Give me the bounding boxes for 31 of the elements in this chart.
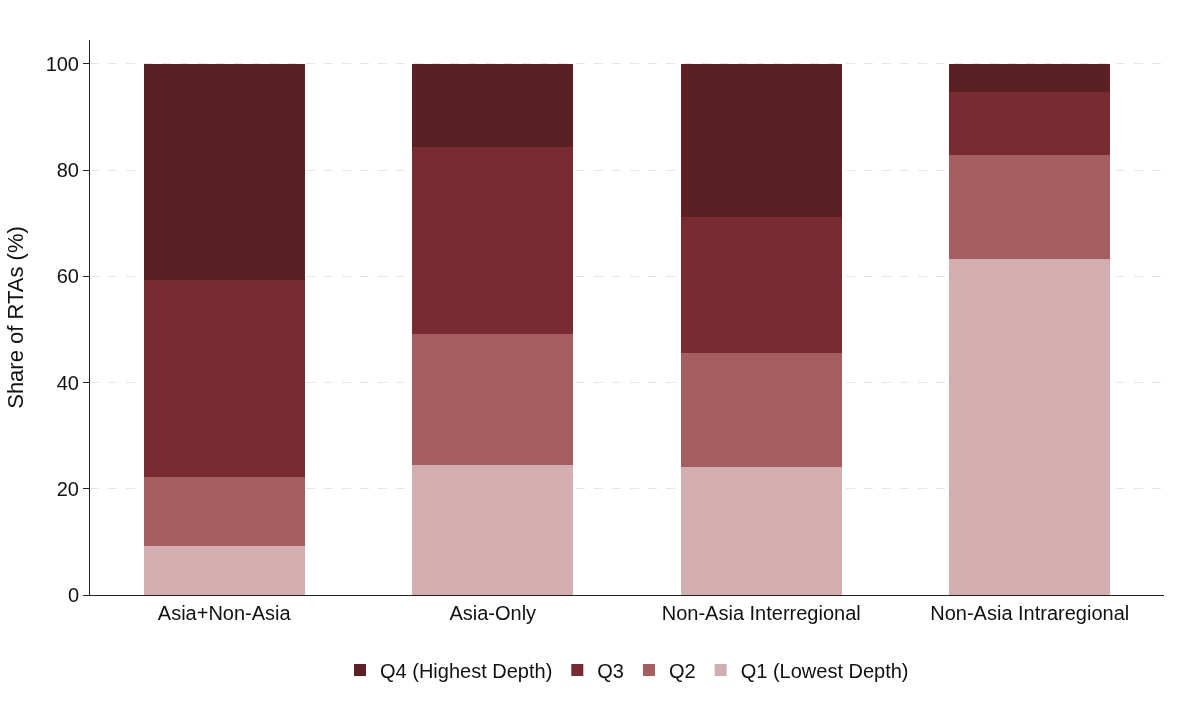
bar [949, 154, 1111, 260]
bar [680, 63, 842, 218]
bar [680, 217, 842, 354]
x-tick-label: Asia-Only [449, 602, 537, 624]
bar [412, 334, 574, 466]
bar [680, 467, 842, 595]
y-tick-label: 60 [56, 265, 79, 288]
bar [143, 477, 305, 547]
x-tick-label: Asia+Non-Asia [157, 602, 292, 624]
y-tick-label: 0 [67, 584, 79, 606]
y-axis-title: Share of RTAs (%) [3, 226, 29, 409]
y-tick-label: 80 [56, 159, 79, 182]
y-tick-label: 20 [56, 477, 79, 500]
y-tick-label: 40 [56, 371, 79, 394]
bar [412, 63, 574, 147]
x-tick-label: Non-Asia Interregional [661, 602, 861, 624]
bar [143, 279, 305, 478]
legend-label: Q4 (Highest Depth) [380, 659, 553, 682]
bar [949, 63, 1111, 93]
bar [143, 546, 305, 595]
legend-label: Q2 [668, 659, 696, 682]
bar [680, 353, 842, 467]
bar [412, 146, 574, 335]
legend-label: Q1 (Lowest Depth) [740, 659, 909, 682]
bar [412, 465, 574, 595]
y-tick-label: 100 [45, 52, 79, 75]
bar [949, 92, 1111, 155]
bar [143, 63, 305, 280]
bar [949, 259, 1111, 595]
legend-label: Q3 [597, 659, 624, 682]
x-tick-label: Non-Asia Intraregional [930, 602, 1130, 624]
